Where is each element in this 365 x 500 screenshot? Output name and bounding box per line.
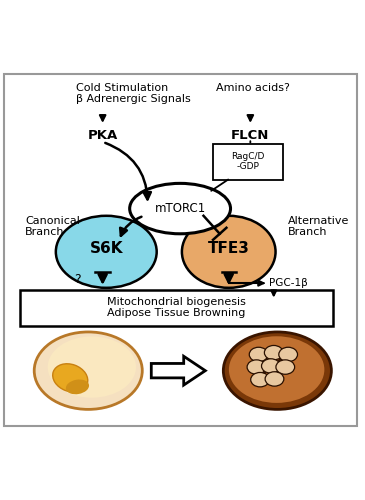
Text: mTORC1: mTORC1 [154,202,206,215]
Text: Cold Stimulation
β Adrenergic Signals: Cold Stimulation β Adrenergic Signals [76,82,191,104]
Ellipse shape [251,372,269,387]
Text: S6K: S6K [89,240,123,256]
Text: Amino acids?: Amino acids? [216,82,290,92]
Text: PGC-1β: PGC-1β [269,278,308,288]
Ellipse shape [279,348,297,362]
Ellipse shape [182,216,276,288]
Ellipse shape [130,184,231,234]
Ellipse shape [249,348,268,362]
Ellipse shape [276,360,295,374]
Ellipse shape [223,332,331,409]
Text: FLCN: FLCN [231,130,269,142]
FancyBboxPatch shape [20,290,333,326]
Ellipse shape [48,336,136,398]
Ellipse shape [274,371,281,376]
Ellipse shape [56,216,157,288]
FancyBboxPatch shape [4,74,357,426]
Text: RagC/D
-GDP: RagC/D -GDP [231,152,265,172]
Ellipse shape [264,346,283,360]
Polygon shape [151,356,205,385]
Ellipse shape [260,371,266,376]
Ellipse shape [229,336,324,403]
Ellipse shape [261,359,280,373]
Text: Mitochondrial biogenesis
Adipose Tissue Browning: Mitochondrial biogenesis Adipose Tissue … [107,297,246,318]
FancyArrowPatch shape [105,143,151,200]
FancyBboxPatch shape [212,144,283,180]
Text: ?: ? [74,273,81,286]
FancyArrowPatch shape [211,180,228,191]
Ellipse shape [34,332,142,409]
Text: Alternative
Branch: Alternative Branch [288,216,350,238]
Text: Canonical
Branch: Canonical Branch [25,216,80,238]
Ellipse shape [66,380,89,394]
Ellipse shape [263,358,270,364]
Ellipse shape [53,364,88,392]
Ellipse shape [278,358,284,364]
Text: PKA: PKA [88,130,118,142]
FancyArrowPatch shape [120,216,142,236]
Ellipse shape [265,372,284,386]
Ellipse shape [247,360,266,374]
Text: TFE3: TFE3 [208,240,250,256]
